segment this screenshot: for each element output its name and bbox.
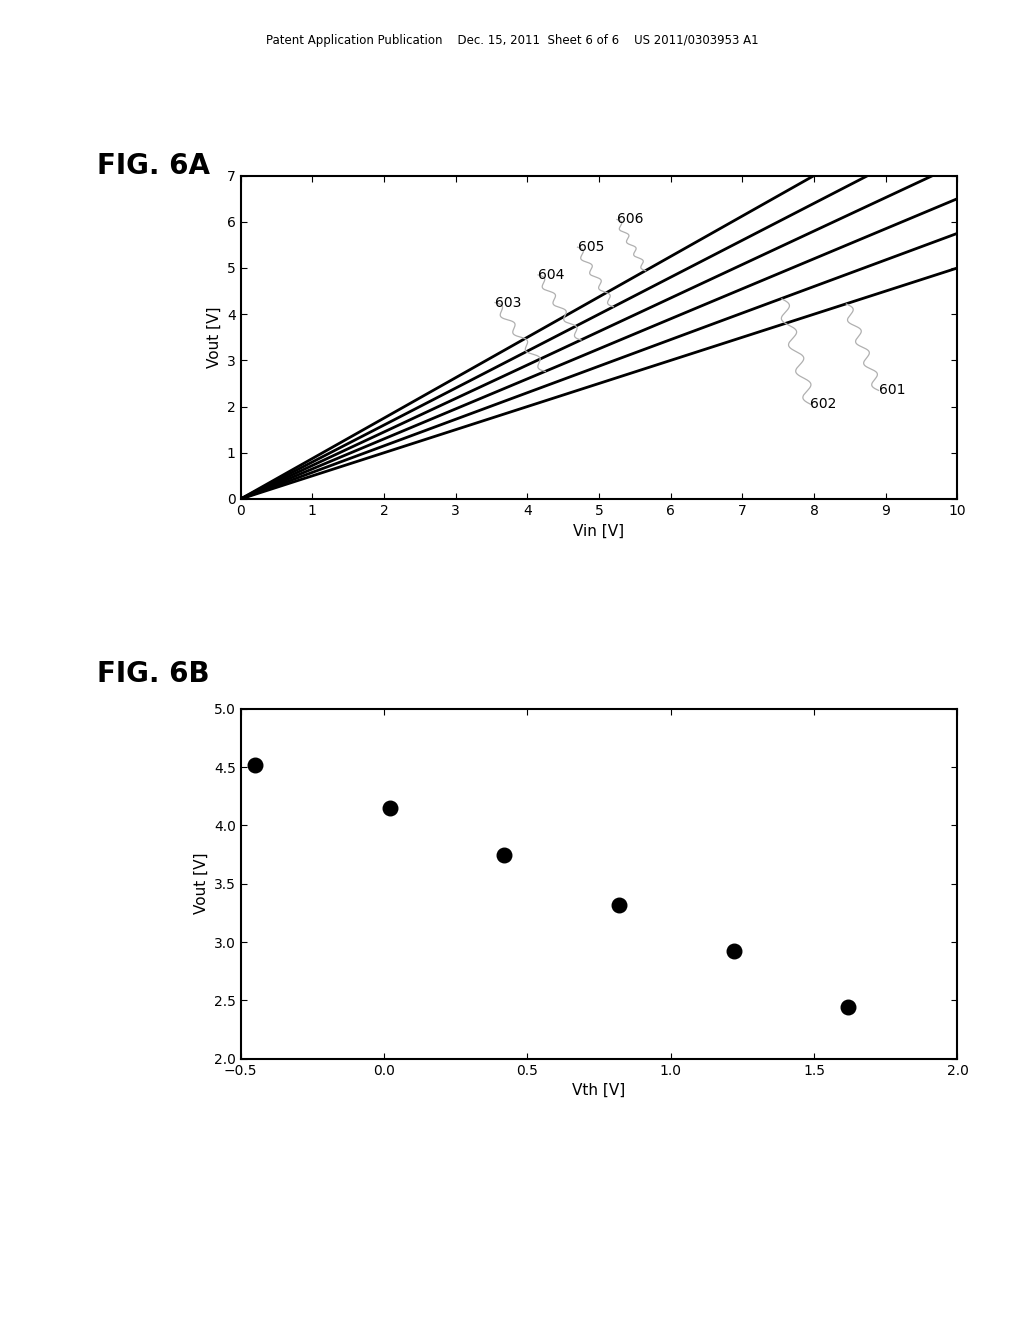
Text: FIG. 6B: FIG. 6B [97, 660, 210, 688]
Text: 606: 606 [616, 213, 643, 227]
Point [382, 797, 398, 818]
Text: 602: 602 [811, 397, 837, 412]
Point [247, 754, 263, 775]
Point [841, 997, 857, 1018]
Text: 603: 603 [495, 296, 521, 310]
Y-axis label: Vout [V]: Vout [V] [194, 853, 208, 915]
Point [497, 843, 513, 865]
X-axis label: Vin [V]: Vin [V] [573, 523, 625, 539]
Text: 604: 604 [539, 268, 564, 282]
Point [726, 941, 742, 962]
Point [611, 894, 628, 915]
Y-axis label: Vout [V]: Vout [V] [207, 306, 221, 368]
X-axis label: Vth [V]: Vth [V] [572, 1082, 626, 1098]
Text: FIG. 6A: FIG. 6A [97, 152, 210, 180]
Text: 601: 601 [879, 383, 905, 397]
Text: Patent Application Publication    Dec. 15, 2011  Sheet 6 of 6    US 2011/0303953: Patent Application Publication Dec. 15, … [265, 34, 759, 48]
Text: 605: 605 [578, 240, 604, 255]
